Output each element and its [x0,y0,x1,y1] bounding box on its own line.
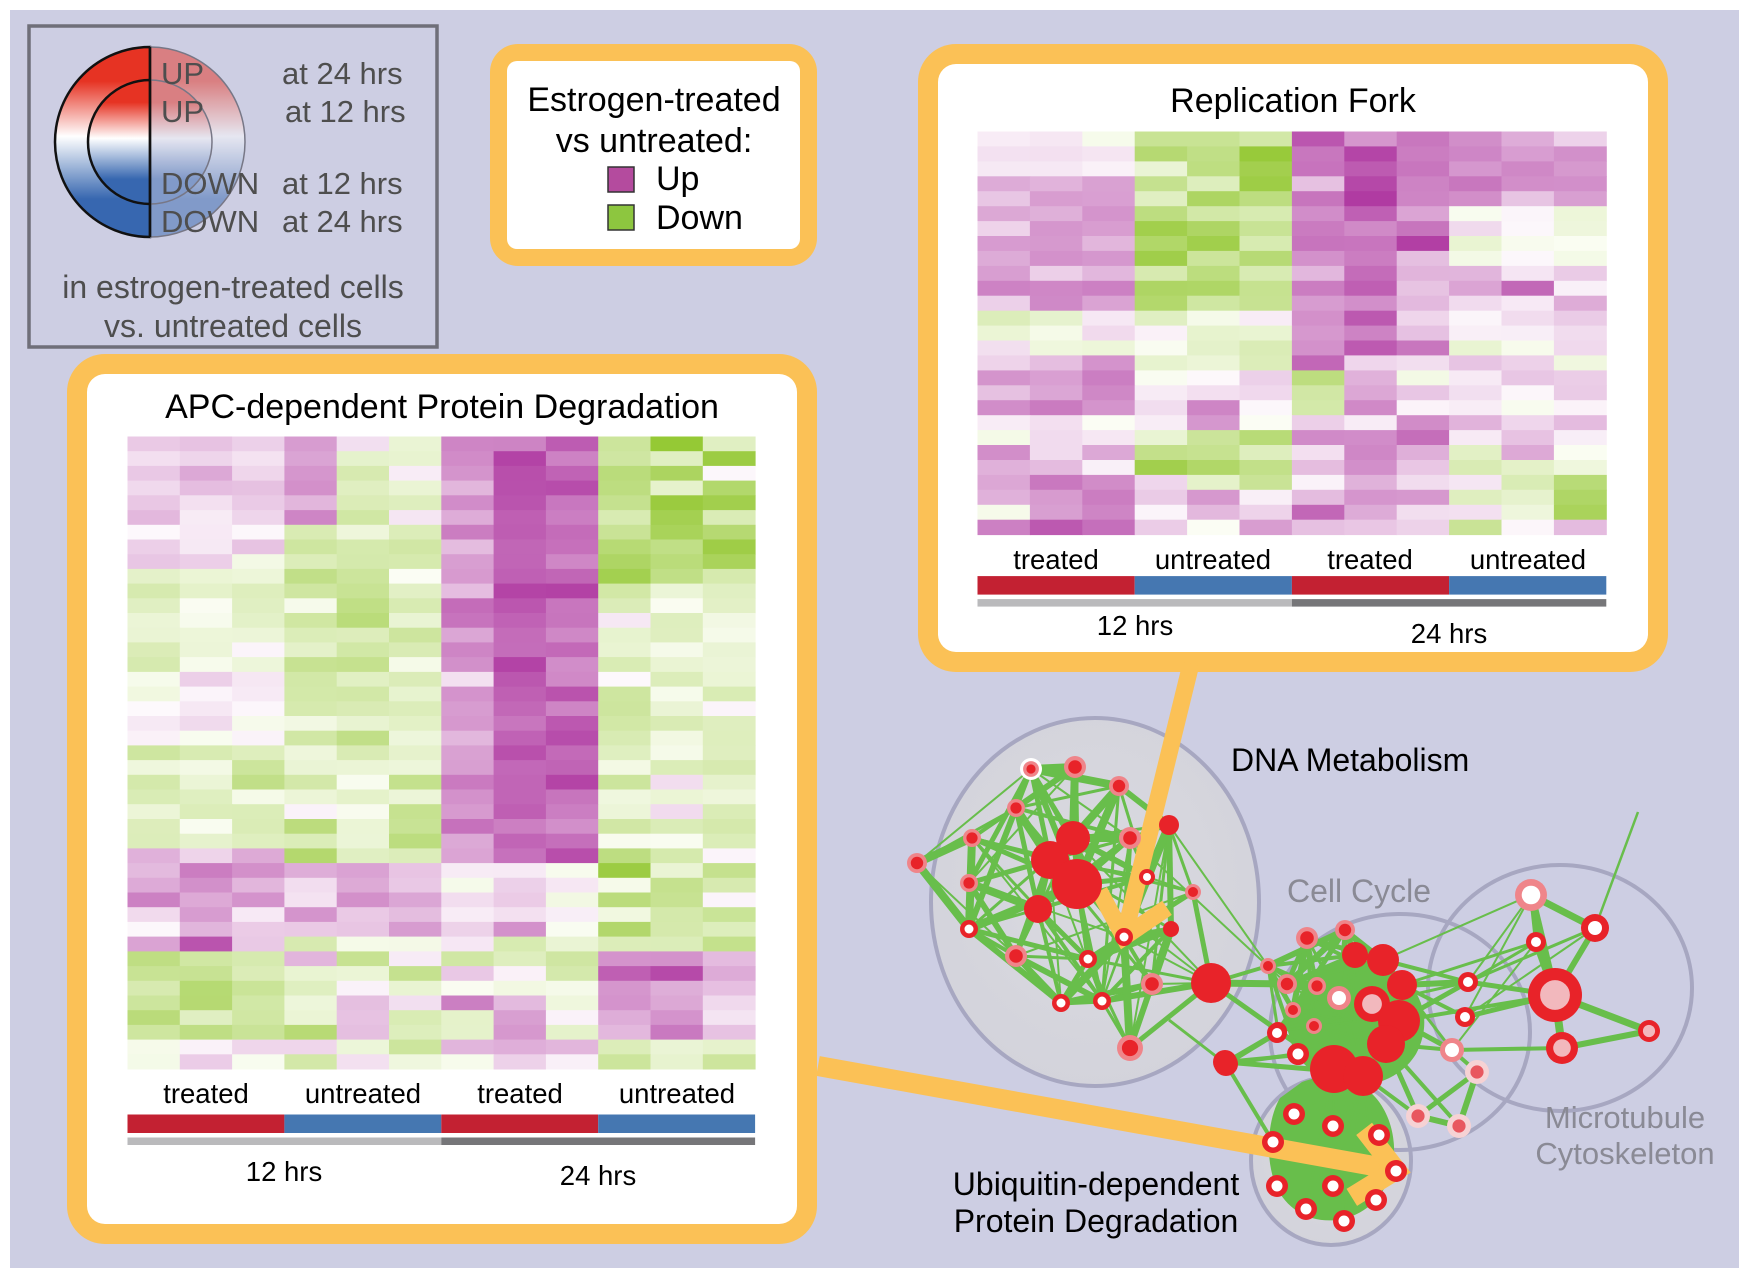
svg-text:Replication Fork: Replication Fork [1170,82,1417,120]
svg-text:24 hrs: 24 hrs [560,1160,636,1191]
svg-text:DNA Metabolism: DNA Metabolism [1231,742,1469,778]
svg-text:24 hrs: 24 hrs [1411,618,1487,649]
svg-text:Cell Cycle: Cell Cycle [1287,873,1431,909]
svg-text:DOWN: DOWN [161,204,259,239]
svg-text:12 hrs: 12 hrs [246,1156,322,1187]
svg-text:untreated: untreated [619,1078,735,1109]
svg-text:untreated: untreated [305,1078,421,1109]
svg-text:UP: UP [161,56,204,91]
svg-text:vs untreated:: vs untreated: [556,122,753,160]
svg-text:Microtubule: Microtubule [1545,1100,1705,1135]
svg-text:12 hrs: 12 hrs [1097,610,1173,641]
svg-text:at 12 hrs: at 12 hrs [285,94,406,129]
svg-text:Estrogen-treated: Estrogen-treated [527,81,780,119]
svg-text:at 12 hrs: at 12 hrs [282,166,403,201]
svg-text:at 24 hrs: at 24 hrs [282,56,403,91]
svg-text:APC-dependent Protein Degradat: APC-dependent Protein Degradation [165,388,719,426]
svg-text:in estrogen-treated cells: in estrogen-treated cells [62,269,404,305]
svg-text:Up: Up [656,160,699,198]
svg-text:UP: UP [161,94,204,129]
svg-text:vs. untreated cells: vs. untreated cells [104,308,362,344]
svg-text:Down: Down [656,199,743,237]
svg-text:treated: treated [1327,544,1413,575]
svg-text:untreated: untreated [1470,544,1586,575]
svg-text:treated: treated [1013,544,1099,575]
svg-text:at 24 hrs: at 24 hrs [282,204,403,239]
svg-text:DOWN: DOWN [161,166,259,201]
svg-text:Ubiquitin-dependent: Ubiquitin-dependent [953,1166,1240,1202]
svg-text:Protein Degradation: Protein Degradation [954,1203,1239,1239]
svg-text:Cytoskeleton: Cytoskeleton [1535,1136,1714,1171]
svg-text:treated: treated [477,1078,563,1109]
svg-text:treated: treated [163,1078,249,1109]
svg-text:untreated: untreated [1155,544,1271,575]
